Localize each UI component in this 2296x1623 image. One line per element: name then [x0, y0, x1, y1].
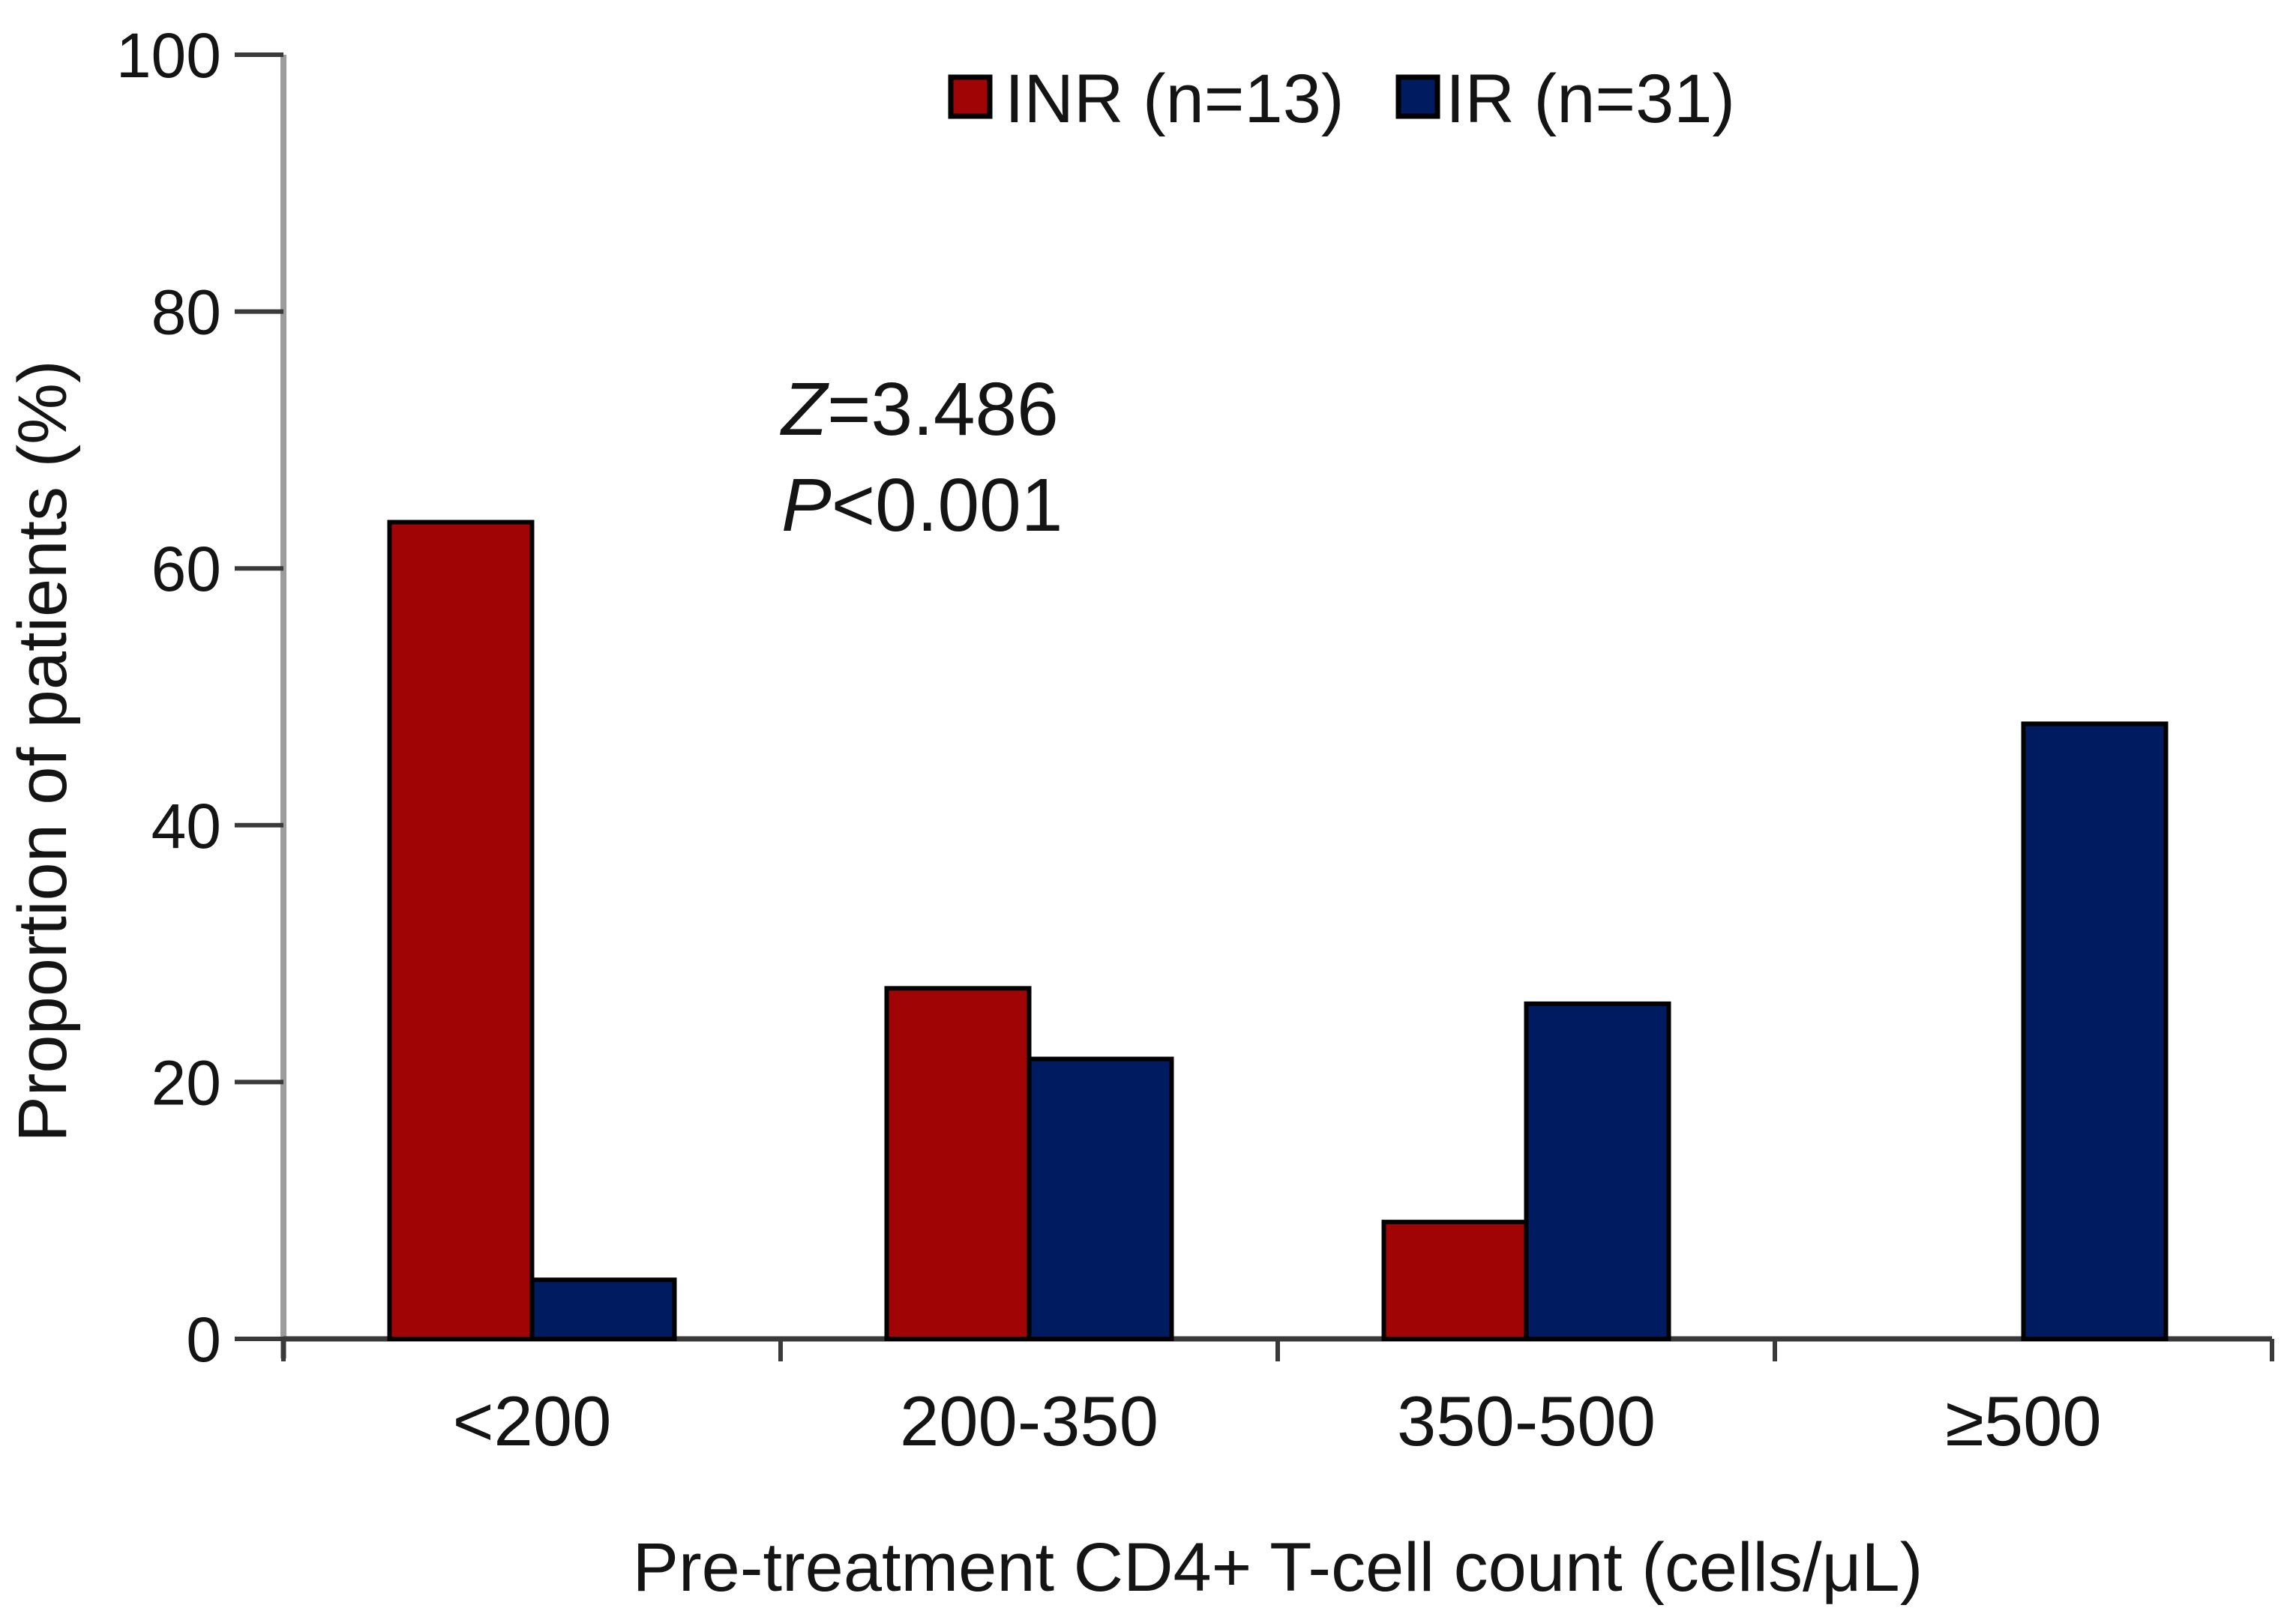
- y-tick-label: 100: [116, 20, 221, 91]
- y-tick-label: 60: [151, 534, 221, 604]
- y-tick-label: 0: [186, 1304, 221, 1375]
- bar-inr-2: [1381, 1220, 1529, 1341]
- x-category-label-2: 350-500: [1397, 1382, 1656, 1460]
- y-tick-label: 20: [151, 1047, 221, 1118]
- bar-ir-2: [1524, 1001, 1671, 1341]
- x-category-label-0: <200: [453, 1382, 612, 1460]
- annotation-p-line: P<0.001: [781, 463, 1063, 547]
- x-axis-title: Pre-treatment CD4+ T-cell count (cells/μ…: [633, 1529, 1923, 1606]
- bar-inr-1: [884, 986, 1032, 1341]
- x-category-label-3: ≥500: [1945, 1382, 2101, 1460]
- y-tick-label: 80: [151, 277, 221, 348]
- y-tick-label: 40: [151, 791, 221, 861]
- bar-inr-0: [387, 520, 535, 1341]
- annotation-z-line: Z=3.486: [780, 367, 1059, 451]
- legend-label-inr: INR (n=13): [1005, 61, 1344, 137]
- legend-label-ir: IR (n=31): [1446, 61, 1735, 137]
- annotation-p-value: <0.001: [832, 463, 1063, 547]
- annotation-z-symbol: Z: [780, 367, 829, 451]
- bar-ir-1: [1027, 1056, 1174, 1342]
- annotation-z-value: =3.486: [827, 367, 1059, 451]
- legend-swatch-inr: [948, 74, 993, 119]
- x-category-label-1: 200-350: [900, 1382, 1158, 1460]
- bar-ir-0: [529, 1277, 677, 1342]
- legend-swatch-ir: [1395, 74, 1440, 119]
- bar-ir-3: [2021, 721, 2169, 1341]
- y-axis-title: Proportion of patients (%): [4, 360, 81, 1142]
- annotation-p-symbol: P: [781, 463, 832, 547]
